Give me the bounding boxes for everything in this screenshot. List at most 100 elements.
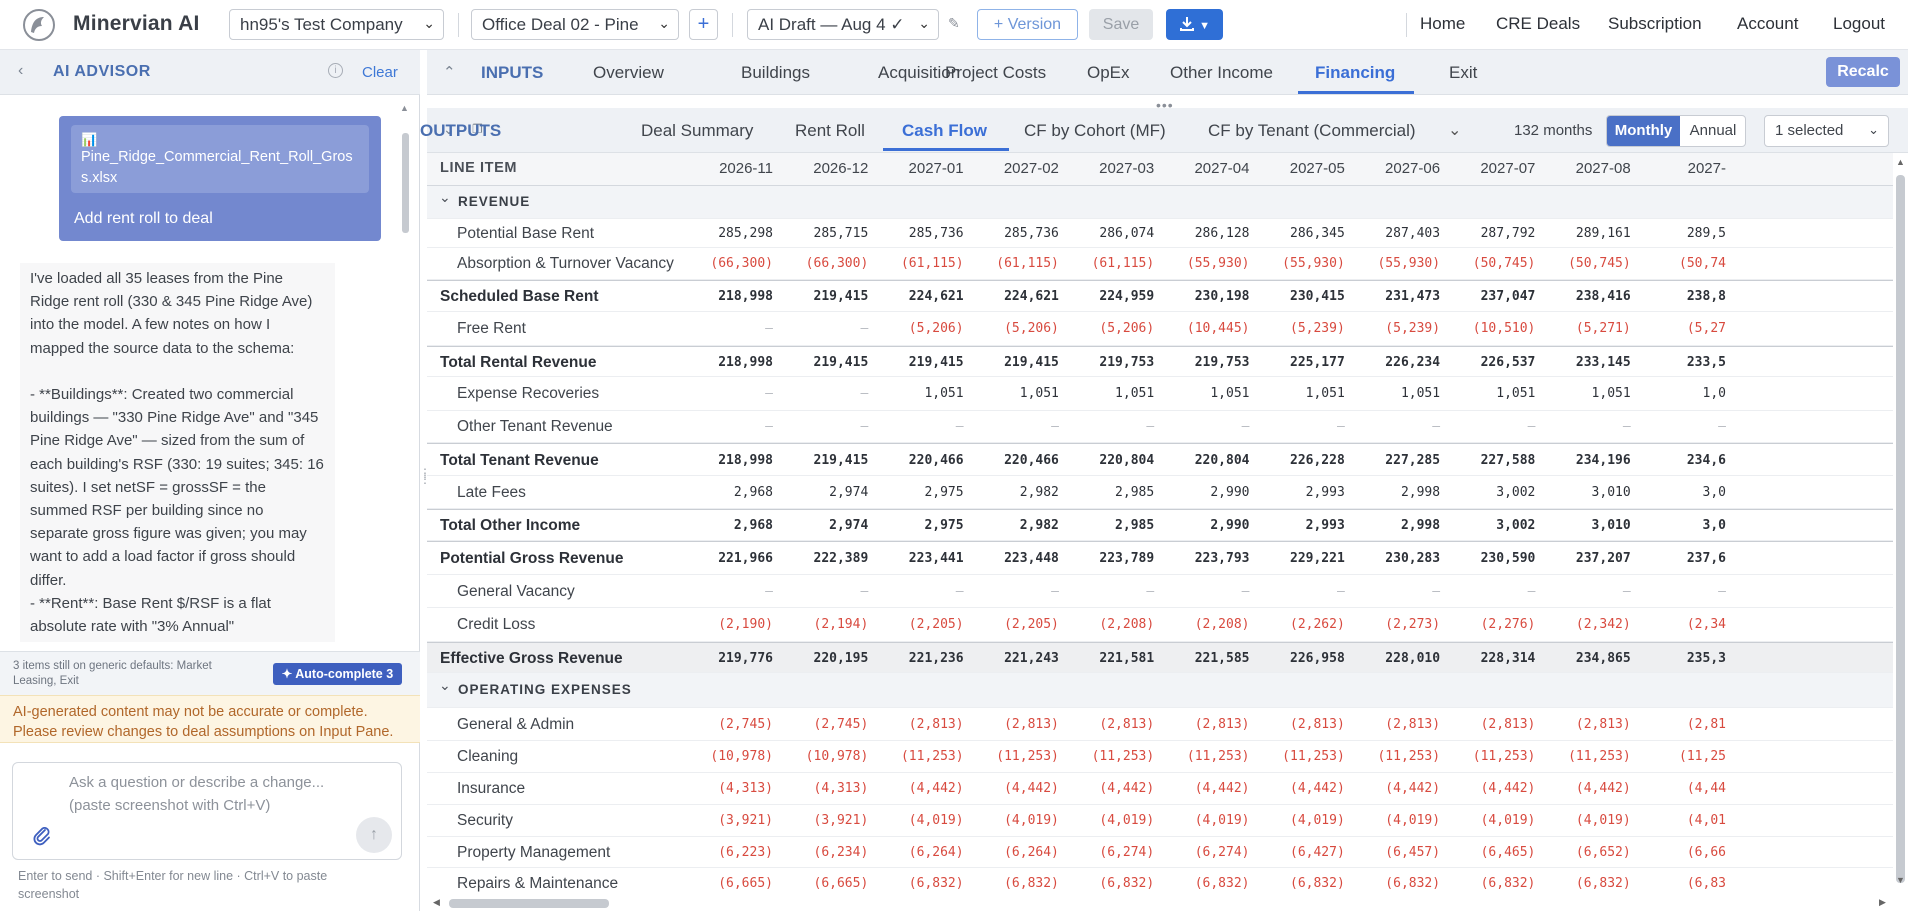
tab-opex[interactable]: OpEx <box>1087 63 1130 82</box>
panel-resize-handle[interactable]: ⋮ ⋮ <box>419 466 431 486</box>
nav-subscription[interactable]: Subscription <box>1608 14 1702 33</box>
chat-input-placeholder[interactable]: Ask a question or describe a change... (… <box>69 774 325 814</box>
line-item-row: Absorption & Turnover Vacancy (66,300) (66… <box>427 248 1893 280</box>
value-cell: 224,621 <box>908 289 964 304</box>
scroll-left-icon[interactable]: ◀ <box>433 897 440 907</box>
section-row[interactable]: ⌄ REVENUE <box>427 186 1893 219</box>
value-cell: — <box>860 321 869 336</box>
more-tabs-chevron-icon[interactable]: ⌄ <box>1448 122 1462 139</box>
scroll-up-icon[interactable]: ▲ <box>1896 157 1905 167</box>
download-icon <box>1179 17 1194 31</box>
recalc-button[interactable]: Recalc <box>1826 57 1900 87</box>
tab-rent-roll[interactable]: Rent Roll <box>795 121 865 140</box>
new-version-button[interactable]: + Version <box>977 9 1078 40</box>
attach-icon[interactable] <box>31 824 53 846</box>
value-cell: 220,466 <box>1004 452 1059 468</box>
chevron-down-icon[interactable]: ⌄ <box>443 121 455 137</box>
value-cell: 238,416 <box>1575 289 1631 304</box>
advisor-title: AI ADVISOR <box>53 63 151 80</box>
scroll-down-icon[interactable]: ▼ <box>1896 875 1905 885</box>
tab-other-income[interactable]: Other Income <box>1170 63 1273 82</box>
value-cell: (2,813) <box>1290 716 1345 732</box>
value-cell: (2,745) <box>718 716 773 732</box>
section-collapse-chevron-icon[interactable]: ⌄ <box>439 676 451 693</box>
value-cell: (6,234) <box>813 844 869 860</box>
value-cell: 1,051 <box>1210 386 1250 401</box>
line-item-label: Credit Loss <box>457 616 536 633</box>
value-cell: (6,465) <box>1480 844 1536 860</box>
clear-chat-button[interactable]: Clear <box>362 64 398 81</box>
tab-exit[interactable]: Exit <box>1449 63 1478 82</box>
value-cell: 219,753 <box>1099 354 1155 370</box>
period-toggle[interactable]: Monthly Annual <box>1606 115 1746 147</box>
tab-cf-by-cohort[interactable]: CF by Cohort (MF) <box>1024 121 1166 140</box>
auto-complete-button[interactable]: ✦ Auto-complete 3 <box>273 663 402 685</box>
line-item-row: Late Fees 2,968 2,974 2,975 2,982 2,985 2,990 2… <box>427 476 1893 509</box>
chat-scrollbar[interactable]: ▲ ▼ <box>400 103 410 690</box>
section-row[interactable]: ⌄ OPERATING EXPENSES <box>427 673 1893 708</box>
send-button[interactable]: ↑ <box>356 817 392 853</box>
add-deal-button[interactable]: + <box>689 9 718 40</box>
tab-financing[interactable]: Financing <box>1315 63 1396 82</box>
value-cell: — <box>1622 419 1631 434</box>
value-cell: (2,81 <box>1686 716 1726 732</box>
tab-deal-summary[interactable]: Deal Summary <box>641 121 754 140</box>
line-item-label: General Vacancy <box>457 582 575 600</box>
value-cell: — <box>765 583 773 599</box>
tab-acquisition[interactable]: Acquisition <box>878 63 961 82</box>
value-cell: 1,051 <box>924 386 964 401</box>
line-item-label: Total Other Income <box>440 517 581 534</box>
nav-cre-deals[interactable]: CRE Deals <box>1496 14 1581 33</box>
horizontal-scroll-thumb[interactable] <box>449 899 609 908</box>
tab-buildings[interactable]: Buildings <box>741 63 810 82</box>
chat-scroll-thumb[interactable] <box>402 133 409 233</box>
line-item-label: Scheduled Base Rent <box>440 288 599 305</box>
pencil-icon[interactable]: ✎ <box>948 15 960 31</box>
table-vertical-scrollbar[interactable]: ▲ ▼ <box>1893 153 1908 896</box>
chevron-up-icon[interactable]: ⌃ <box>443 64 456 81</box>
value-cell: 219,776 <box>718 650 773 666</box>
nav-home[interactable]: Home <box>1420 14 1466 33</box>
value-cell: (4,019) <box>1290 813 1345 828</box>
value-cell: — <box>1527 419 1536 434</box>
tab-project-costs[interactable]: Project Costs <box>945 63 1047 82</box>
nav-account[interactable]: Account <box>1737 14 1799 33</box>
period-monthly[interactable]: Monthly <box>1607 116 1680 146</box>
download-button[interactable]: ▼ <box>1166 9 1223 40</box>
info-icon[interactable]: i <box>328 63 343 78</box>
copy-icon[interactable]: ❐ <box>472 122 483 136</box>
value-cell: (61,115) <box>900 256 964 271</box>
deal-select[interactable]: Office Deal 02 - Pine ⌄ <box>471 9 679 40</box>
tab-cf-by-tenant[interactable]: CF by Tenant (Commercial) <box>1208 121 1416 140</box>
scroll-right-icon[interactable]: ▶ <box>1879 897 1886 907</box>
company-select[interactable]: hn95's Test Company ⌄ <box>229 9 444 40</box>
scroll-up-icon[interactable]: ▲ <box>400 103 409 113</box>
composer-hint: Enter to send · Shift+Enter for new line… <box>18 869 328 901</box>
value-cell: 225,177 <box>1290 354 1345 370</box>
collapse-left-icon[interactable]: ‹ <box>18 62 24 79</box>
value-cell: 3,002 <box>1496 484 1536 500</box>
version-select[interactable]: AI Draft — Aug 4 ✓ ⌄ <box>747 9 939 40</box>
section-collapse-chevron-icon[interactable]: ⌄ <box>439 188 451 205</box>
vertical-scroll-thumb[interactable] <box>1896 175 1905 883</box>
period-annual[interactable]: Annual <box>1689 122 1737 139</box>
company-select-value: hn95's Test Company <box>240 15 403 34</box>
tab-cash-flow[interactable]: Cash Flow <box>902 121 988 140</box>
attachment-card[interactable]: 📊 Pine_Ridge_Commercial_Rent_Roll_Gross.… <box>71 125 369 193</box>
chevron-down-icon: ⌄ <box>423 15 435 31</box>
filter-select[interactable]: 1 selected ⌄ <box>1764 115 1889 147</box>
value-cell: 2,990 <box>1210 484 1250 500</box>
save-button[interactable]: Save <box>1089 9 1153 40</box>
value-cell: (6,832) <box>1575 876 1631 891</box>
chat-composer[interactable]: Ask a question or describe a change... (… <box>12 762 402 860</box>
value-cell: 228,314 <box>1480 650 1536 666</box>
value-cell: 3,0 <box>1702 518 1726 533</box>
value-cell: (4,019) <box>1385 813 1441 828</box>
nav-logout[interactable]: Logout <box>1833 14 1885 33</box>
total-row: Effective Gross Revenue 219,776 220,195 221… <box>427 642 1893 673</box>
value-cell: (11,253) <box>1091 749 1155 764</box>
table-horizontal-scrollbar[interactable]: ◀ ▶ <box>427 896 1893 911</box>
value-cell: (2,813) <box>1099 716 1155 732</box>
tab-overview[interactable]: Overview <box>593 63 664 82</box>
value-cell: 231,473 <box>1385 289 1441 304</box>
